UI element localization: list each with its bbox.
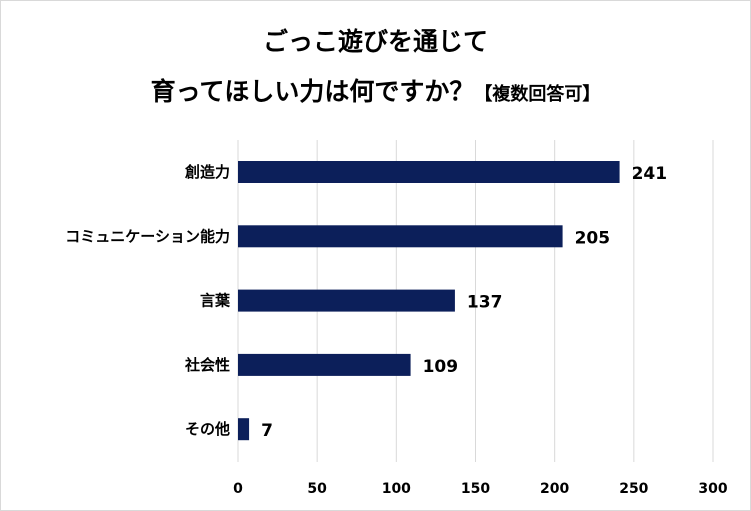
bar bbox=[238, 225, 563, 248]
category-label: 創造力 bbox=[184, 163, 230, 181]
x-tick-label: 250 bbox=[619, 481, 648, 497]
x-tick-label: 300 bbox=[698, 481, 727, 497]
x-tick-label: 0 bbox=[233, 481, 243, 497]
data-label: 137 bbox=[467, 293, 503, 313]
data-label: 241 bbox=[632, 164, 668, 184]
chart-title-note: 【複数回答可】 bbox=[474, 84, 601, 105]
x-tick-label: 200 bbox=[540, 481, 569, 497]
x-tick-label: 50 bbox=[307, 481, 327, 497]
x-tick-label: 100 bbox=[382, 481, 411, 497]
bar bbox=[238, 418, 250, 441]
category-label: 言葉 bbox=[200, 292, 231, 310]
category-label: その他 bbox=[185, 420, 230, 438]
category-label: 社会性 bbox=[184, 356, 230, 374]
bar bbox=[238, 161, 620, 183]
data-label: 205 bbox=[575, 228, 611, 248]
bar bbox=[238, 289, 455, 312]
chart-title-main: 育ってほしい力は何ですか？ bbox=[150, 77, 475, 106]
chart-title-line2: 育ってほしい力は何ですか？【複数回答可】 bbox=[0, 72, 751, 108]
bar bbox=[238, 353, 411, 376]
chart-title-line1: ごっこ遊びを通じて bbox=[262, 27, 488, 56]
data-label: 7 bbox=[261, 421, 273, 441]
x-tick-label: 150 bbox=[461, 481, 490, 497]
data-label: 109 bbox=[423, 357, 459, 377]
category-label: コミュニケーション能力 bbox=[65, 227, 230, 245]
